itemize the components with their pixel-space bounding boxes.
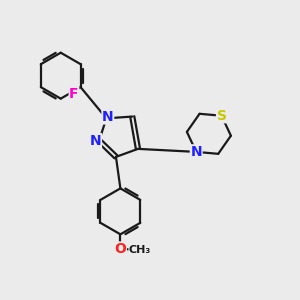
Text: S: S bbox=[217, 109, 226, 123]
Text: F: F bbox=[69, 87, 79, 101]
Text: N: N bbox=[90, 134, 101, 148]
Text: N: N bbox=[102, 110, 114, 124]
Text: N: N bbox=[190, 145, 202, 159]
Text: O: O bbox=[114, 242, 126, 256]
Text: CH₃: CH₃ bbox=[129, 244, 151, 255]
